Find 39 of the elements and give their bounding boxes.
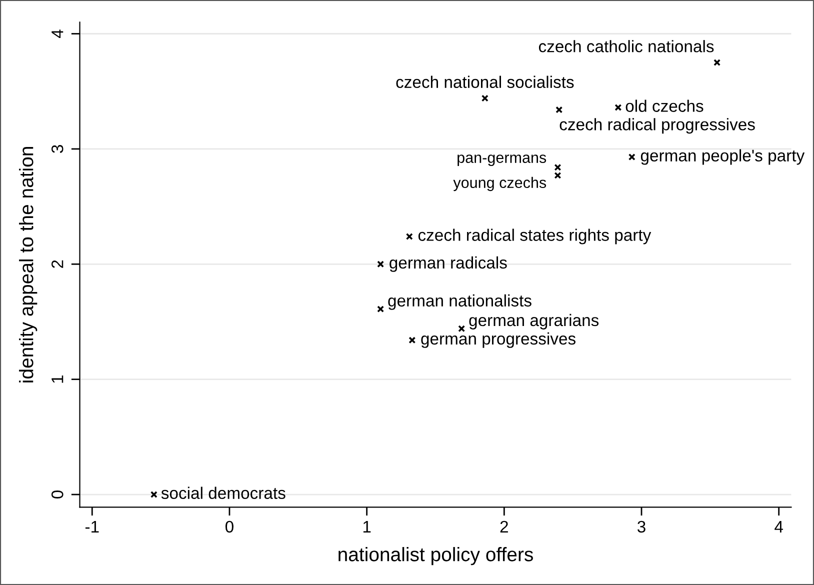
y-axis-title: identity appeal to the nation	[19, 147, 38, 382]
point	[714, 59, 721, 66]
annotation: pan-germans	[458, 154, 546, 166]
y-tick-label: 2	[51, 260, 64, 268]
annotation: czech radical progressives	[560, 118, 755, 134]
x-tick-label: 1	[363, 521, 371, 532]
point	[406, 232, 413, 240]
x-tick-label: 2	[500, 520, 508, 532]
point	[458, 325, 466, 332]
point	[628, 154, 636, 161]
y-tick-label: 1	[52, 376, 64, 383]
annotation: young czechs	[453, 176, 546, 192]
annotation: german agrarians	[469, 314, 599, 330]
x-axis-title: nationalist policy offers	[338, 547, 533, 566]
annotation: german people's party	[640, 149, 805, 165]
x-tick-label: 3	[638, 520, 646, 533]
x-tick-label: -1	[85, 521, 99, 532]
annotation: czech radical states rights party	[418, 228, 652, 244]
annotation: german nationalists	[388, 294, 532, 310]
x-tick-label: 0	[225, 520, 234, 533]
point	[554, 164, 562, 171]
annotation: german radicals	[390, 256, 507, 272]
annotation: old czechs	[626, 100, 704, 112]
annotation: czech catholic nationals	[538, 40, 714, 52]
y-tick-label: 0	[51, 490, 64, 499]
point	[614, 104, 622, 111]
annotation: czech national socialists	[396, 76, 574, 88]
point	[150, 491, 158, 498]
point	[377, 306, 384, 313]
point	[556, 106, 563, 114]
point	[377, 260, 384, 268]
annotation: german progressives	[421, 332, 576, 348]
point	[481, 94, 488, 102]
y-tick-label: 4	[52, 30, 64, 38]
x-tick-label: 4	[774, 521, 783, 532]
annotation: social democrats	[161, 486, 286, 499]
point	[408, 336, 416, 344]
point	[554, 172, 562, 179]
y-tick-label: 3	[51, 145, 64, 153]
